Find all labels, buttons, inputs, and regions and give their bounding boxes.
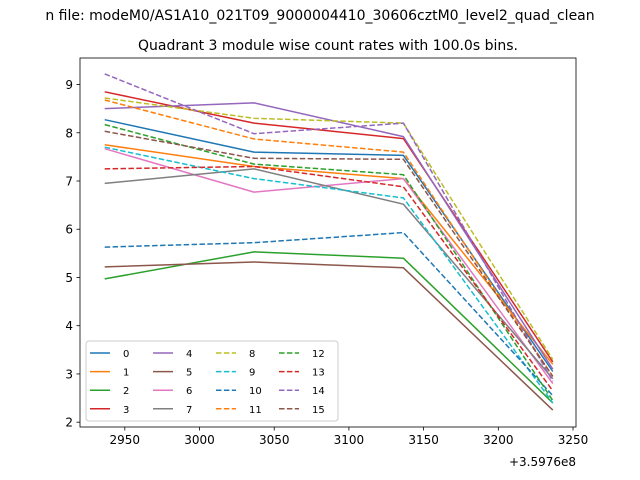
series-line-12 — [104, 123, 554, 401]
series-line-2 — [104, 251, 554, 404]
x-tick-label: 3100 — [334, 433, 365, 447]
legend-label-6: 6 — [186, 386, 192, 397]
series-line-13 — [104, 165, 554, 392]
x-tick-label: 3050 — [259, 433, 290, 447]
legend-label-12: 12 — [312, 349, 325, 360]
legend-label-3: 3 — [123, 405, 129, 416]
x-tick-label: 3200 — [483, 433, 514, 447]
series-line-5 — [104, 261, 554, 411]
series-line-6 — [104, 147, 554, 385]
legend-label-11: 11 — [249, 405, 262, 416]
y-tick-label: 6 — [65, 223, 73, 237]
x-axis-offset-text: +3.5976e8 — [509, 455, 576, 469]
x-tick-label: 3250 — [558, 433, 589, 447]
series-line-10 — [104, 231, 554, 397]
legend-label-15: 15 — [312, 405, 325, 416]
legend-label-5: 5 — [186, 368, 192, 379]
y-tick-label: 8 — [65, 126, 73, 140]
chart-title: Quadrant 3 module wise count rates with … — [138, 38, 518, 54]
legend-label-0: 0 — [123, 349, 129, 360]
series-line-15 — [104, 130, 554, 377]
chart-suptitle: n file: modeM0/AS1A10_021T09_9000004410_… — [45, 8, 594, 24]
x-tick-label: 2950 — [110, 433, 141, 447]
y-tick-label: 2 — [65, 416, 73, 430]
series-line-7 — [104, 168, 554, 380]
legend-label-9: 9 — [249, 368, 255, 379]
plot-frame — [79, 57, 577, 428]
y-tick-label: 4 — [65, 319, 73, 333]
legend-label-14: 14 — [312, 386, 325, 397]
y-tick-label: 7 — [65, 175, 73, 189]
y-tick-label: 3 — [65, 367, 73, 381]
legend-box — [85, 340, 339, 422]
legend-label-4: 4 — [186, 349, 192, 360]
y-tick-label: 9 — [65, 78, 73, 92]
series-line-9 — [104, 146, 554, 404]
series-line-14 — [104, 73, 554, 382]
series-line-8 — [104, 97, 554, 360]
legend-label-10: 10 — [249, 386, 262, 397]
series-line-11 — [104, 99, 554, 377]
legend-label-7: 7 — [186, 405, 192, 416]
x-tick-label: 3000 — [184, 433, 215, 447]
legend-label-8: 8 — [249, 349, 255, 360]
legend-label-13: 13 — [312, 368, 325, 379]
legend-label-1: 1 — [123, 368, 129, 379]
y-tick-label: 5 — [65, 271, 73, 285]
plot-area: 2950 3000 3050 3100 3150 3200 3250234567890123… — [65, 57, 589, 447]
legend-label-2: 2 — [123, 386, 129, 397]
x-tick-label: 3150 — [408, 433, 439, 447]
series-line-1 — [104, 144, 554, 365]
